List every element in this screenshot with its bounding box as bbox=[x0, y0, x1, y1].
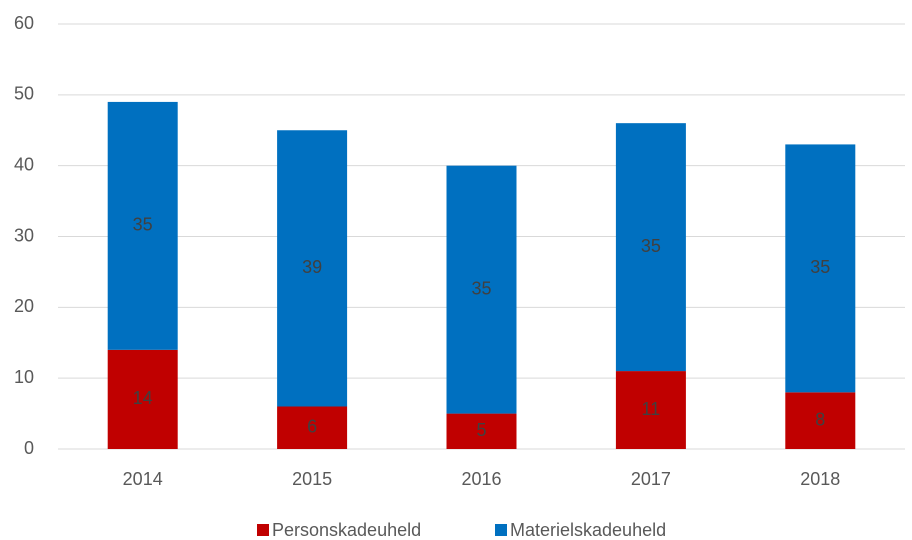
data-label: 39 bbox=[302, 257, 322, 277]
data-label: 35 bbox=[471, 278, 491, 298]
bar-segment bbox=[615, 123, 686, 372]
legend-label: Personskadeuheld bbox=[272, 520, 421, 540]
bar-segment bbox=[446, 165, 517, 414]
y-tick-label: 10 bbox=[14, 367, 34, 387]
y-tick-label: 20 bbox=[14, 296, 34, 316]
y-tick-label: 50 bbox=[14, 84, 34, 104]
x-tick-label: 2016 bbox=[461, 469, 501, 489]
x-tick-label: 2017 bbox=[631, 469, 671, 489]
bar-segment bbox=[785, 144, 856, 393]
bar-segment bbox=[446, 413, 517, 449]
data-label: 6 bbox=[307, 417, 317, 437]
data-label: 11 bbox=[642, 399, 661, 419]
bar-segment bbox=[785, 392, 856, 449]
data-label: 35 bbox=[641, 236, 661, 256]
data-label: 8 bbox=[815, 409, 825, 429]
data-label: 5 bbox=[476, 420, 486, 440]
bar-segment bbox=[277, 406, 348, 449]
legend-swatch bbox=[257, 524, 269, 536]
y-tick-label: 60 bbox=[14, 13, 34, 33]
x-tick-label: 2018 bbox=[800, 469, 840, 489]
y-tick-label: 40 bbox=[14, 154, 34, 174]
bar-segment bbox=[277, 130, 348, 407]
legend-label: Materielskadeuheld bbox=[510, 520, 666, 540]
bar-segment bbox=[107, 349, 178, 449]
bar-segment bbox=[615, 371, 686, 449]
legend-swatch bbox=[495, 524, 507, 536]
y-tick-label: 30 bbox=[14, 225, 34, 245]
x-tick-label: 2014 bbox=[123, 469, 163, 489]
x-tick-label: 2015 bbox=[292, 469, 332, 489]
y-tick-label: 0 bbox=[24, 438, 34, 458]
data-label: 14 bbox=[133, 388, 153, 408]
data-label: 35 bbox=[810, 257, 830, 277]
data-label: 35 bbox=[133, 215, 153, 235]
bar-segment bbox=[107, 101, 178, 350]
